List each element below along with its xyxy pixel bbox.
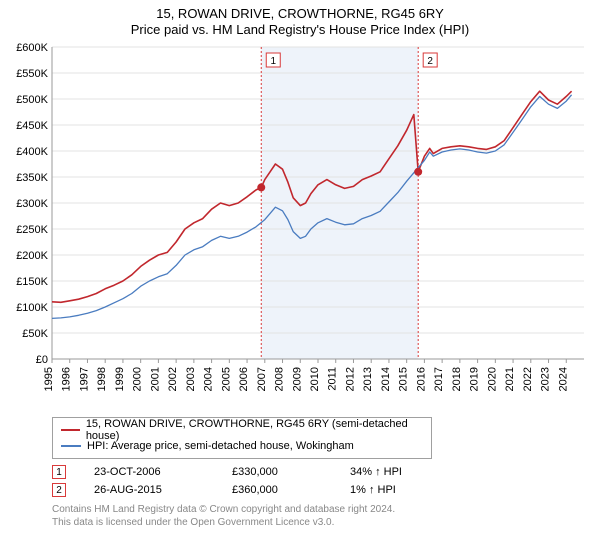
svg-text:£50K: £50K [22,328,48,340]
legend-swatch [61,429,80,431]
marker-delta: 1% ↑ HPI [350,484,396,496]
svg-text:£450K: £450K [16,120,48,132]
svg-text:£300K: £300K [16,198,48,210]
marker-badge: 1 [52,465,66,479]
svg-text:2024: 2024 [557,367,569,391]
svg-text:2009: 2009 [291,367,303,391]
svg-text:2017: 2017 [433,367,445,391]
svg-text:2014: 2014 [380,367,392,391]
svg-text:£600K: £600K [16,42,48,54]
svg-text:2019: 2019 [469,367,481,391]
svg-text:£150K: £150K [16,276,48,288]
svg-text:2010: 2010 [309,367,321,391]
title-sub: Price paid vs. HM Land Registry's House … [8,22,592,37]
svg-text:2003: 2003 [185,367,197,391]
svg-text:2006: 2006 [238,367,250,391]
marker-date: 23-OCT-2006 [94,466,204,478]
svg-text:1999: 1999 [114,367,126,391]
svg-text:2008: 2008 [274,367,286,391]
marker-price: £360,000 [232,484,322,496]
svg-text:£0: £0 [36,354,48,366]
chart-area: £0 £50K £100K £150K £200K £250K £300K £350K £400… [8,41,592,411]
title-main: 15, ROWAN DRIVE, CROWTHORNE, RG45 6RY [8,6,592,21]
marker-row: 2 26-AUG-2015 £360,000 1% ↑ HPI [52,481,584,499]
svg-text:1: 1 [270,56,276,67]
marker-badge: 2 [52,483,66,497]
svg-text:1998: 1998 [96,367,108,391]
svg-text:£550K: £550K [16,68,48,80]
legend-swatch [61,445,81,447]
svg-text:2022: 2022 [522,367,534,391]
marker-price: £330,000 [232,466,322,478]
svg-text:2005: 2005 [220,367,232,391]
svg-text:1996: 1996 [61,367,73,391]
svg-text:2001: 2001 [149,367,161,391]
footnote-line1: Contains HM Land Registry data © Crown c… [52,503,584,516]
marker-row: 1 23-OCT-2006 £330,000 34% ↑ HPI [52,463,584,481]
svg-text:2016: 2016 [415,367,427,391]
svg-text:1997: 1997 [78,367,90,391]
svg-text:£500K: £500K [16,94,48,106]
chart-svg: £0 £50K £100K £150K £200K £250K £300K £350K £400… [8,41,592,411]
svg-text:£250K: £250K [16,224,48,236]
svg-text:2: 2 [427,56,433,67]
svg-text:2015: 2015 [398,367,410,391]
legend-label: 15, ROWAN DRIVE, CROWTHORNE, RG45 6RY (s… [86,418,423,442]
titles-block: 15, ROWAN DRIVE, CROWTHORNE, RG45 6RY Pr… [8,6,592,37]
marker-table: 1 23-OCT-2006 £330,000 34% ↑ HPI 2 26-AUG-201… [52,463,584,499]
svg-text:£350K: £350K [16,172,48,184]
svg-text:£400K: £400K [16,146,48,158]
svg-text:1995: 1995 [43,367,55,391]
chart-container: 15, ROWAN DRIVE, CROWTHORNE, RG45 6RY Pr… [0,0,600,560]
svg-text:2013: 2013 [362,367,374,391]
marker-delta: 34% ↑ HPI [350,466,402,478]
svg-text:2004: 2004 [203,367,215,391]
svg-text:2012: 2012 [344,367,356,391]
svg-text:£200K: £200K [16,250,48,262]
legend-row: 15, ROWAN DRIVE, CROWTHORNE, RG45 6RY (s… [61,422,423,438]
footnote-line2: This data is licensed under the Open Gov… [52,516,584,529]
legend: 15, ROWAN DRIVE, CROWTHORNE, RG45 6RY (s… [52,417,432,459]
svg-text:2000: 2000 [132,367,144,391]
svg-text:£100K: £100K [16,302,48,314]
svg-text:2021: 2021 [504,367,516,391]
legend-label: HPI: Average price, semi-detached house,… [87,440,354,452]
svg-text:2023: 2023 [540,367,552,391]
footnote: Contains HM Land Registry data © Crown c… [52,503,584,529]
svg-text:2002: 2002 [167,367,179,391]
svg-text:2018: 2018 [451,367,463,391]
marker-date: 26-AUG-2015 [94,484,204,496]
svg-text:2007: 2007 [256,367,268,391]
svg-text:2011: 2011 [327,367,339,391]
svg-text:2020: 2020 [486,367,498,391]
